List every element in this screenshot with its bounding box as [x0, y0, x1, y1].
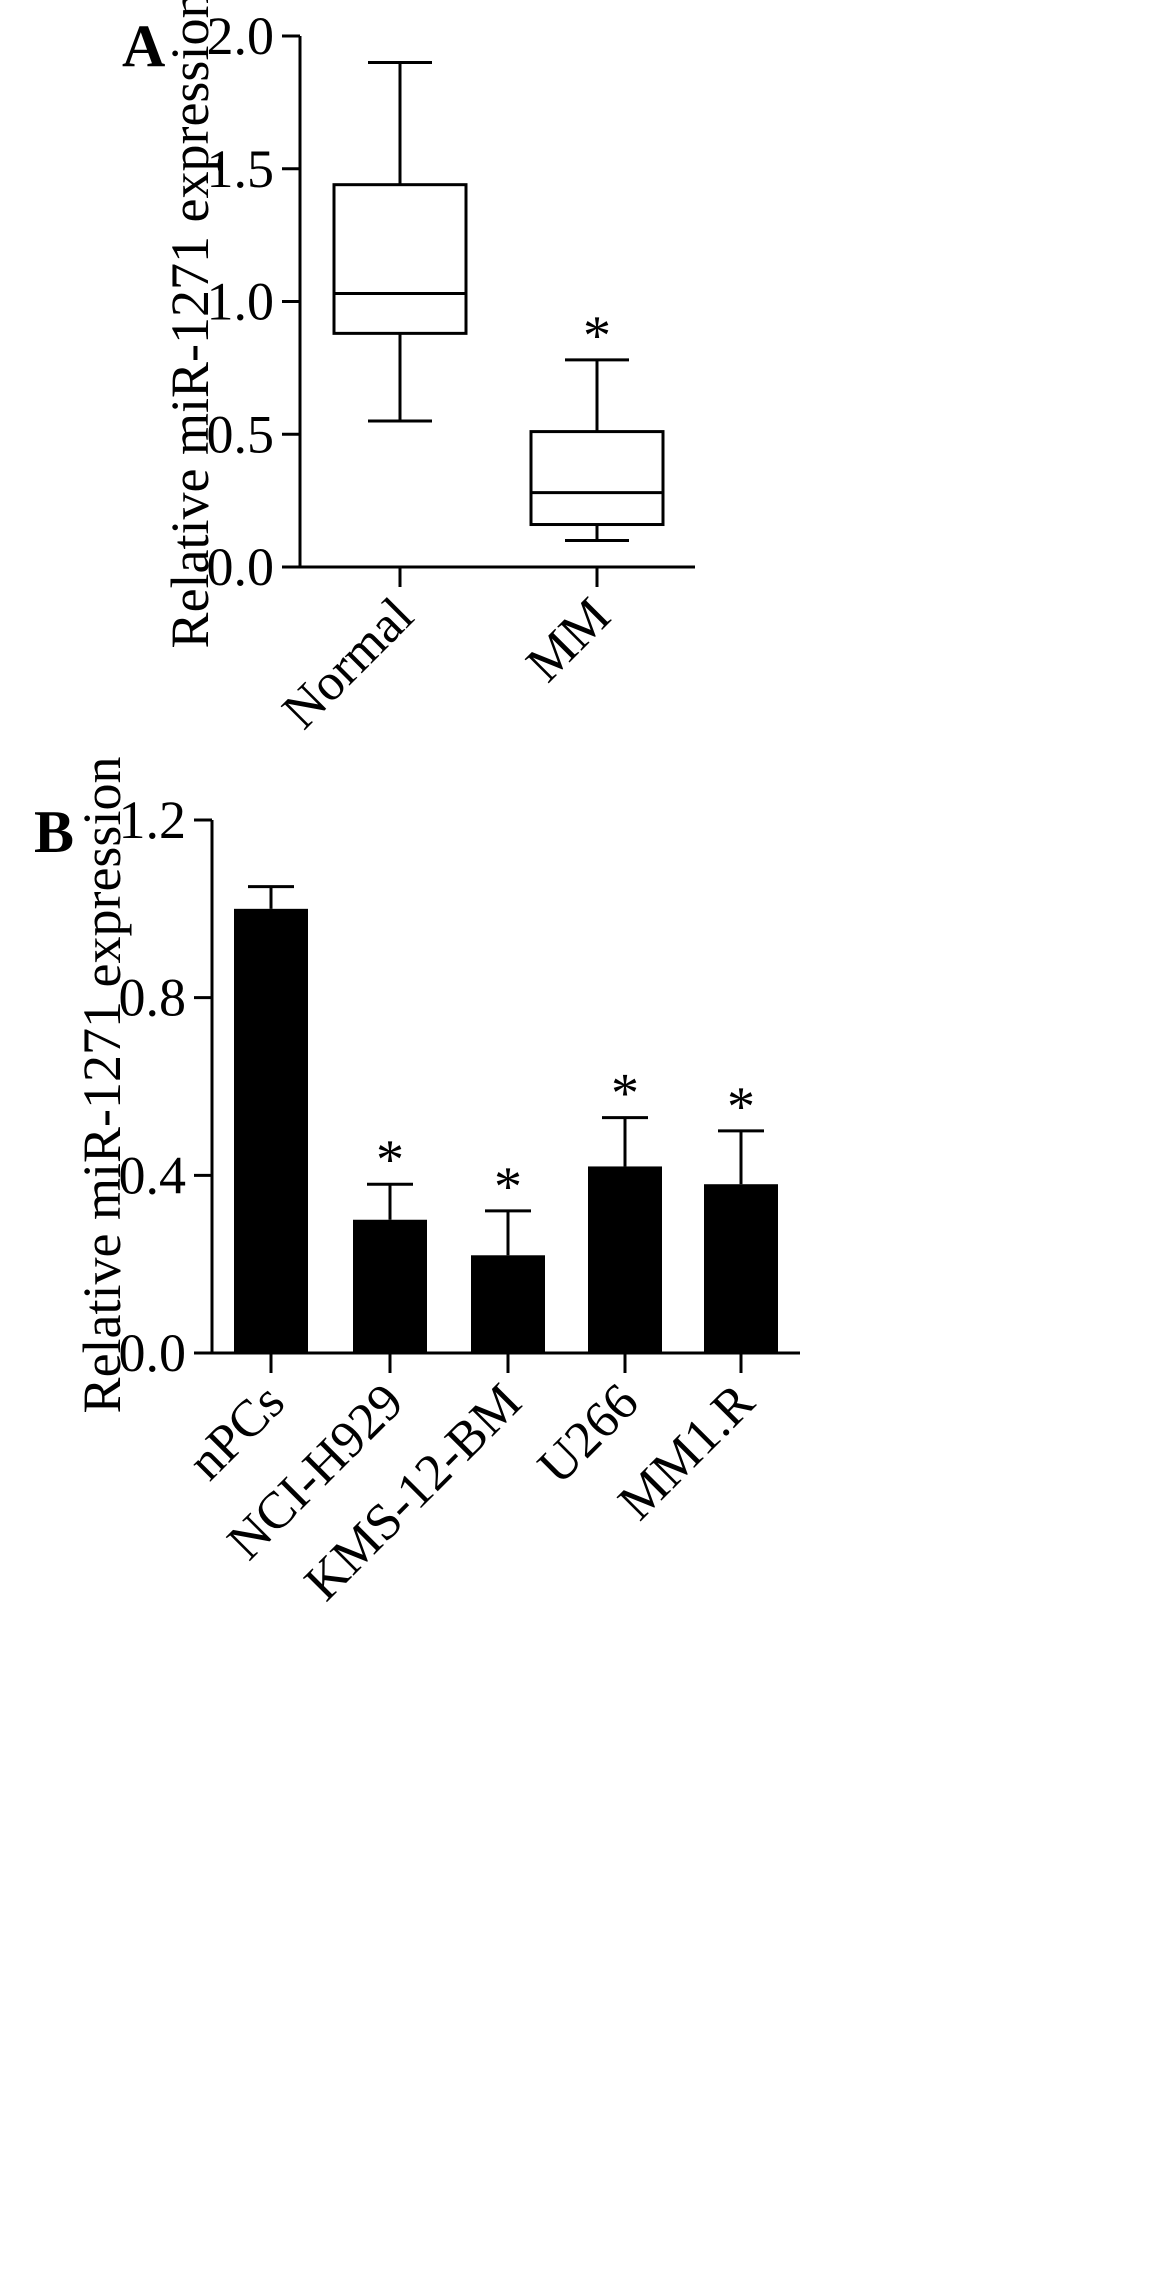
panel-b-bar-chart: B Relative miR-1271 expression 0.0 0.4 0.8…	[34, 757, 800, 1612]
panel-a-y-tick-label: 1.0	[207, 272, 275, 332]
panel-b-bars: * * * *	[234, 885, 778, 1353]
panel-a-y-tick-label: 0.5	[207, 404, 275, 464]
panel-b-bar	[353, 1219, 427, 1353]
panel-a-y-tick-label: 2.0	[207, 6, 275, 66]
panel-b-significance-marker: *	[376, 1129, 404, 1191]
panel-b-label: B	[34, 799, 74, 865]
panel-a-box	[529, 430, 665, 527]
panel-a-category-label: MM	[516, 587, 622, 693]
panel-b-significance-marker: *	[494, 1156, 522, 1218]
panel-a-boxes: *	[332, 61, 665, 542]
panel-b-bar	[704, 1184, 778, 1353]
panel-a-y-tick-label: 1.5	[207, 139, 275, 199]
panel-a-box	[332, 183, 468, 335]
panel-b-y-tick-label: 0.8	[119, 968, 187, 1028]
panel-a-y-tick-label: 0.0	[207, 537, 275, 597]
panel-b-y-axis-title: Relative miR-1271 expression	[72, 757, 132, 1414]
panel-b-bar	[588, 1166, 662, 1353]
panel-b-y-ticks: 0.0 0.4 0.8 1.2	[119, 790, 212, 1383]
panel-b-y-tick-label: 1.2	[119, 790, 187, 850]
panel-a-box-plot: A Relative miR-1271 expression 0.0 0.5 1.0…	[122, 0, 695, 740]
panel-b-significance-marker: *	[611, 1063, 639, 1125]
panel-b-bar	[471, 1255, 545, 1353]
panel-a-y-ticks: 0.0 0.5 1.0 1.5 2.0	[207, 6, 300, 597]
panel-a-significance-marker: *	[583, 305, 611, 367]
panel-a-category-labels: Normal MM	[272, 567, 622, 740]
panel-b-y-tick-label: 0.0	[119, 1323, 187, 1383]
panel-a-category-label: Normal	[272, 587, 425, 740]
panel-a-label: A	[122, 13, 165, 79]
panel-b-bar	[234, 908, 308, 1353]
panel-b-y-tick-label: 0.4	[119, 1145, 187, 1205]
panel-b-significance-marker: *	[727, 1076, 755, 1138]
panel-a-y-axis-title: Relative miR-1271 expression	[160, 0, 220, 648]
